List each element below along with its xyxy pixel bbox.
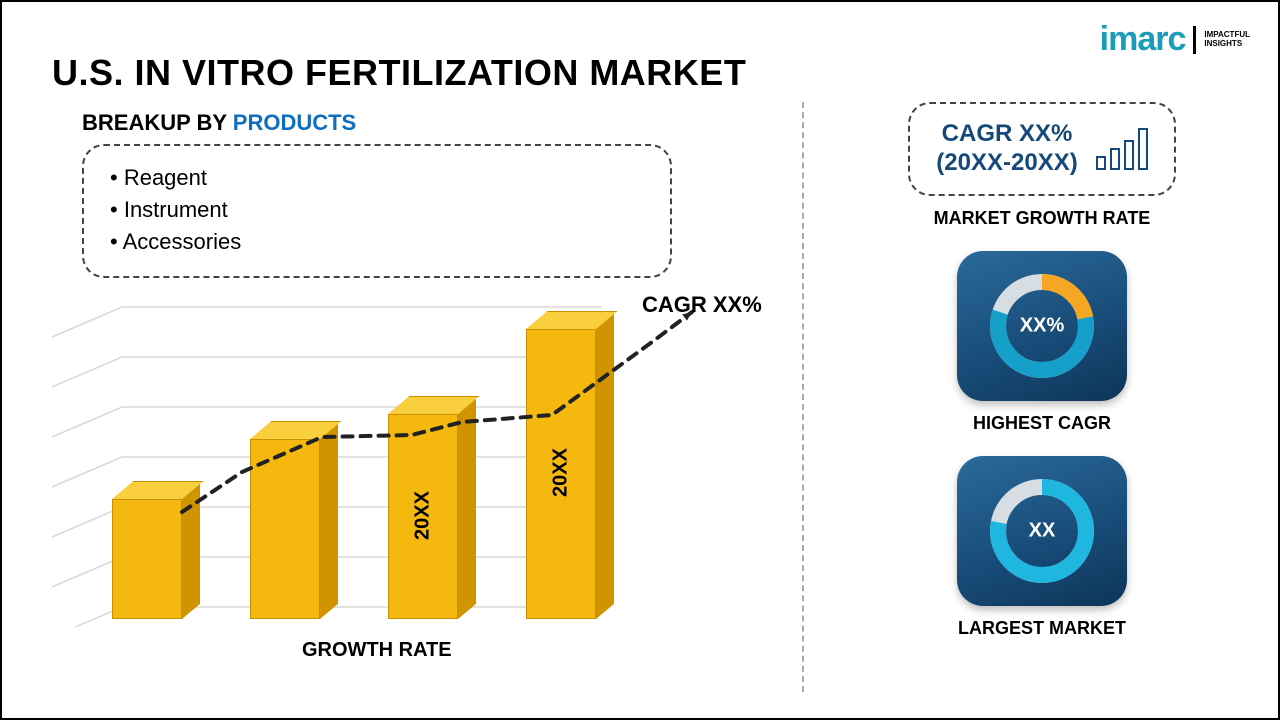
- highest-cagr-label: HIGHEST CAGR: [973, 413, 1111, 434]
- largest-market-tile: XX: [957, 456, 1127, 606]
- bar-chart-icon: [1096, 128, 1148, 170]
- cagr-line-2: (20XX-20XX): [936, 149, 1077, 176]
- page-title: U.S. IN VITRO FERTILIZATION MARKET: [52, 52, 746, 94]
- largest-market-donut: XX: [987, 476, 1097, 586]
- cagr-summary-text: CAGR XX% (20XX-20XX): [936, 120, 1077, 178]
- subtitle-prefix: BREAKUP BY: [82, 110, 233, 135]
- largest-market-label: LARGEST MARKET: [958, 618, 1126, 639]
- products-box: ReagentInstrumentAccessories: [82, 144, 672, 278]
- largest-market-value: XX: [1029, 519, 1056, 542]
- highest-cagr-value: XX%: [1020, 314, 1064, 337]
- x-axis-label: GROWTH RATE: [302, 639, 452, 662]
- market-growth-rate-label: MARKET GROWTH RATE: [934, 208, 1151, 229]
- cagr-summary-box: CAGR XX% (20XX-20XX): [908, 102, 1175, 196]
- logo-text: imarc: [1100, 20, 1186, 59]
- product-item: Accessories: [110, 226, 644, 258]
- product-item: Instrument: [110, 194, 644, 226]
- vertical-divider: [802, 102, 804, 692]
- trend-line: [92, 287, 732, 627]
- logo-divider: [1193, 26, 1196, 54]
- logo-tagline: IMPACTFUL INSIGHTS: [1204, 31, 1250, 49]
- product-item: Reagent: [110, 162, 644, 194]
- brand-logo: imarc IMPACTFUL INSIGHTS: [1100, 20, 1250, 59]
- growth-chart: 20XX20XX CAGR XX% GROWTH RATE: [52, 297, 772, 667]
- right-column: CAGR XX% (20XX-20XX) MARKET GROWTH RATE …: [842, 102, 1242, 639]
- cagr-label: CAGR XX%: [642, 292, 762, 318]
- cagr-line-1: CAGR XX%: [942, 120, 1073, 147]
- logo-tagline-1: IMPACTFUL: [1204, 30, 1250, 39]
- logo-tagline-2: INSIGHTS: [1204, 39, 1242, 48]
- subtitle-accent: PRODUCTS: [233, 110, 356, 135]
- highest-cagr-donut: XX%: [987, 271, 1097, 381]
- highest-cagr-tile: XX%: [957, 251, 1127, 401]
- breakup-subtitle: BREAKUP BY PRODUCTS: [82, 110, 356, 136]
